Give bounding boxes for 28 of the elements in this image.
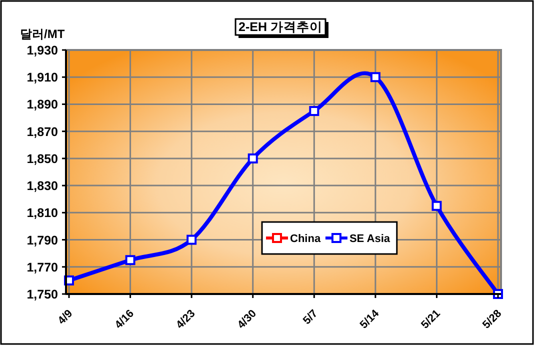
legend-label: SE Asia [349,233,391,245]
point [370,72,380,82]
x-tick-label: 4/23 [174,308,198,332]
point [125,255,136,266]
x-tick-label: 5/7 [300,308,320,327]
y-tick-label: 1,750 [26,288,58,302]
y-tick-label: 1,870 [26,124,58,139]
y-tick-label: 1,810 [26,206,58,220]
x-tick-label: 4/30 [235,308,259,332]
y-tick-label: 1,910 [26,70,58,85]
y-tick-label: 1,930 [26,44,58,58]
y-tick-label: 1,790 [26,233,58,248]
x-tick-label: 5/28 [480,308,504,332]
y-tick-label: 1,770 [26,260,58,274]
y-tick-label: 1,890 [26,98,58,112]
point [309,106,320,116]
y-axis-title: 달러/MT [20,27,66,41]
x-tick-label: 5/14 [358,307,382,332]
y-tick-label: 1,830 [26,179,58,194]
x-tick-label: 4/16 [112,308,136,332]
y-tick-label: 1,850 [26,152,58,166]
x-tick-label: 5/21 [419,308,443,332]
point [186,234,197,245]
chart-title: 2-EH 가격추이 [238,20,322,34]
point [248,153,258,164]
x-tick-label: 4/9 [56,308,76,327]
point [432,200,442,211]
legend-label: China [290,233,322,245]
